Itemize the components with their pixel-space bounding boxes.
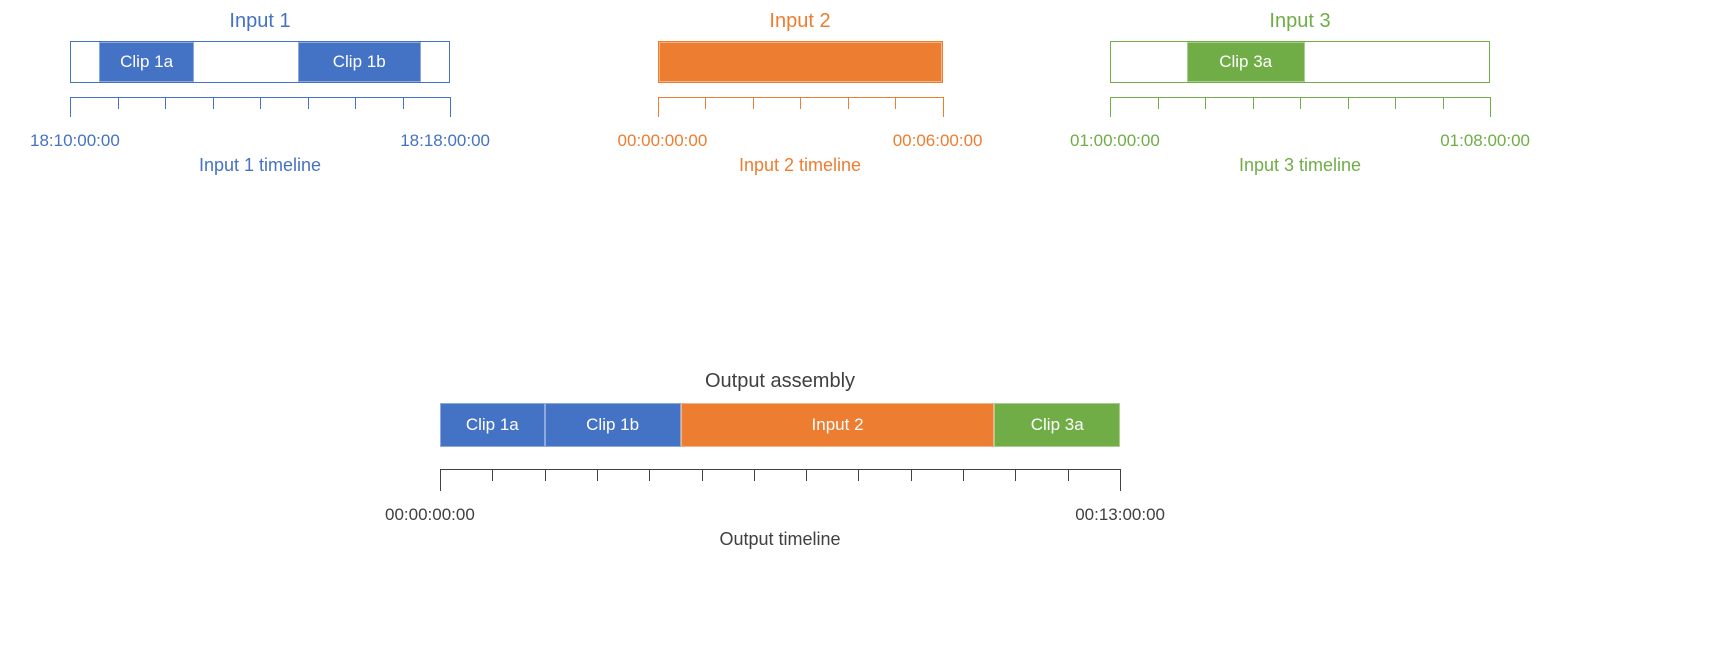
tick [895, 97, 896, 109]
output-clip-0: Clip 1a [440, 403, 545, 447]
input2-group: Input 200:00:00:0000:06:00:00Input 2 tim… [610, 10, 990, 176]
input1-timeline-label: Input 1 timeline [70, 155, 450, 176]
output-time-end: 00:13:00:00 [1075, 505, 1165, 525]
input2-timeline-label: Input 2 timeline [658, 155, 943, 176]
tick [1205, 97, 1206, 109]
tick [165, 97, 166, 109]
output-time-start: 00:00:00:00 [385, 505, 475, 525]
tick [1110, 97, 1111, 117]
tick [355, 97, 356, 109]
tick [800, 97, 801, 109]
input1-time-start: 18:10:00:00 [30, 131, 120, 151]
input2-time-end: 00:06:00:00 [893, 131, 983, 151]
tick [260, 97, 261, 109]
input2-clip-0 [659, 42, 942, 82]
output-title: Output assembly [440, 370, 1120, 393]
tick [1015, 469, 1016, 481]
tick [963, 469, 964, 481]
tick [213, 97, 214, 109]
output-track: Clip 1aClip 1bInput 2Clip 3a [440, 403, 1120, 447]
output-ruler [440, 469, 1120, 499]
tick [440, 469, 441, 491]
input3-title: Input 3 [1110, 10, 1490, 33]
tick [753, 97, 754, 109]
input1-time-end: 18:18:00:00 [400, 131, 490, 151]
tick [308, 97, 309, 109]
input1-track: Clip 1a Clip 1b [70, 41, 450, 83]
input1-time-labels: 18:10:00:0018:18:00:00 [70, 131, 450, 153]
input3-track: Clip 3a [1110, 41, 1490, 83]
tick [545, 469, 546, 481]
tick [658, 97, 659, 117]
output-section: Output assembly Clip 1aClip 1bInput 2Cli… [440, 370, 1120, 550]
input3-timeline-label: Input 3 timeline [1110, 155, 1490, 176]
tick [1395, 97, 1396, 109]
input2-ruler [658, 97, 943, 127]
input3-ruler [1110, 97, 1490, 127]
input3-time-end: 01:08:00:00 [1440, 131, 1530, 151]
input1-group: Input 1 Clip 1a Clip 1b 18:10:00:0018:18:00… [70, 10, 450, 176]
tick [649, 469, 650, 481]
input1-clip-0: Clip 1a [99, 42, 194, 82]
input1-clip-1: Clip 1b [298, 42, 421, 82]
input2-track [658, 41, 943, 83]
output-clip-3: Clip 3a [994, 403, 1120, 447]
input3-time-labels: 01:00:00:0001:08:00:00 [1110, 131, 1490, 153]
tick [1443, 97, 1444, 109]
input1-ruler [70, 97, 450, 127]
input2-title: Input 2 [610, 10, 990, 33]
output-ruler-line [440, 469, 1120, 470]
tick [403, 97, 404, 109]
tick [118, 97, 119, 109]
tick [943, 97, 944, 117]
input2-time-start: 00:00:00:00 [618, 131, 708, 151]
tick [806, 469, 807, 481]
tick [1253, 97, 1254, 109]
output-timeline-label: Output timeline [440, 529, 1120, 550]
output-clip-2: Input 2 [681, 403, 995, 447]
output-time-labels: 00:00:00:00 00:13:00:00 [440, 505, 1120, 527]
tick [702, 469, 703, 481]
input3-time-start: 01:00:00:00 [1070, 131, 1160, 151]
tick [754, 469, 755, 481]
tick [705, 97, 706, 109]
tick [450, 97, 451, 117]
input1-title: Input 1 [70, 10, 450, 33]
input2-time-labels: 00:00:00:0000:06:00:00 [658, 131, 943, 153]
input3-group: Input 3 Clip 3a 01:00:00:0001:08:00:00Inpu… [1110, 10, 1490, 176]
tick [1300, 97, 1301, 109]
tick [1068, 469, 1069, 481]
tick [858, 469, 859, 481]
tick [848, 97, 849, 109]
tick [597, 469, 598, 481]
tick [1120, 469, 1121, 491]
tick [911, 469, 912, 481]
tick [70, 97, 71, 117]
tick [1490, 97, 1491, 117]
input3-clip-0: Clip 3a [1187, 42, 1305, 82]
tick [1348, 97, 1349, 109]
tick [492, 469, 493, 481]
output-clip-1: Clip 1b [545, 403, 681, 447]
tick [1158, 97, 1159, 109]
